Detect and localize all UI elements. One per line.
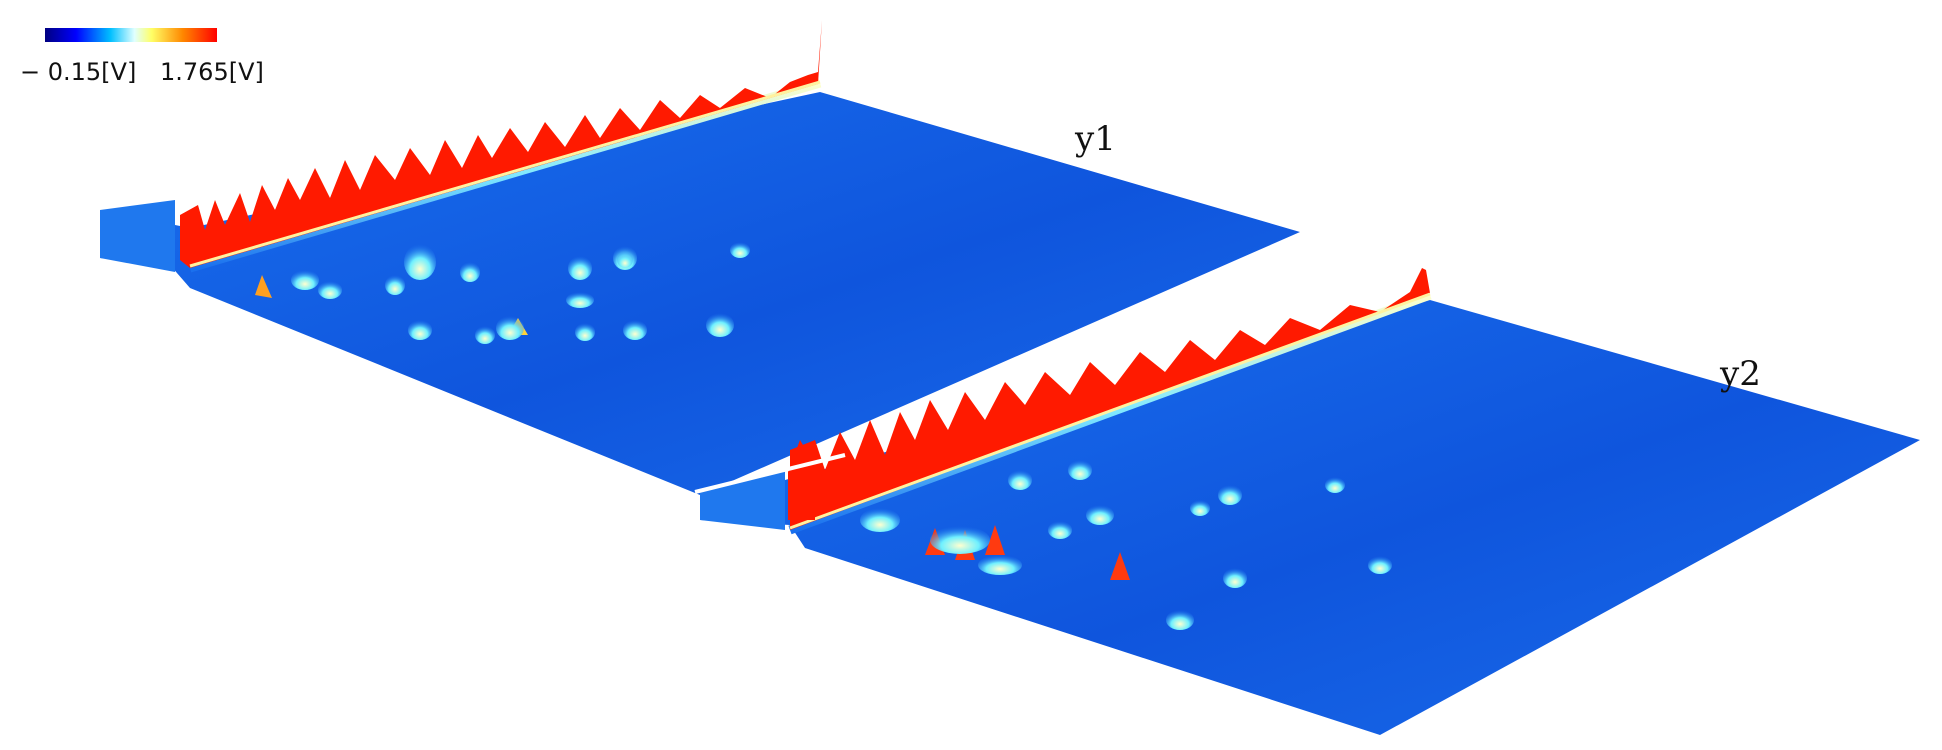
- y2-peak: [1068, 460, 1092, 480]
- y1-peak: [706, 313, 734, 337]
- surface-y1-front-strip: [100, 200, 175, 272]
- colorbar: − 0.15[V] 1.765[V]: [20, 28, 264, 86]
- y1-peak: [617, 252, 633, 268]
- y1-peak: [730, 242, 750, 258]
- y1-peak: [291, 270, 319, 290]
- y1-peak: [623, 320, 647, 340]
- y1-peak: [568, 256, 592, 280]
- surface-panel-y2: [694, 268, 1920, 735]
- panel-label-y1: y1: [1074, 119, 1116, 159]
- y2-peak: [978, 555, 1022, 575]
- surface-y2-front-strip: [700, 470, 785, 530]
- y1-peak: [496, 316, 524, 340]
- y2-peak: [1218, 485, 1242, 505]
- surface-y2-peaks: [860, 460, 1392, 630]
- y2-peak: [1008, 470, 1032, 490]
- y2-peak: [1325, 477, 1345, 493]
- y2-peak: [930, 526, 990, 554]
- surface-y2-base-plane: [700, 300, 1920, 735]
- surface-y1-ridge: [180, 20, 822, 268]
- y2-peak-tip: [1110, 552, 1130, 580]
- y1-peak: [318, 281, 342, 299]
- panel-label-y2: y2: [1719, 354, 1761, 394]
- y1-peak: [575, 323, 595, 341]
- surface-y2-edge-spike: [788, 440, 815, 520]
- surface-y1-ridge-base-line: [189, 80, 821, 268]
- y2-peak: [1190, 500, 1210, 516]
- y2-peak: [1166, 610, 1194, 630]
- y2-peak: [1368, 556, 1392, 574]
- colorbar-min-label: − 0.15[V]: [20, 58, 136, 86]
- colorbar-gradient: [45, 28, 217, 42]
- y1-peak-tip: [255, 275, 272, 298]
- surface-y2-ridge: [790, 268, 1430, 530]
- y2-peak-tip: [985, 525, 1005, 555]
- y1-peak: [475, 326, 495, 344]
- surface-y1-peaks: [255, 242, 750, 344]
- y2-peak: [1223, 568, 1247, 588]
- y2-peak: [1048, 521, 1072, 539]
- y1-peak: [385, 275, 405, 295]
- y2-peak: [860, 508, 900, 532]
- y2-peak: [1086, 505, 1114, 525]
- y1-peak: [460, 262, 480, 282]
- colorbar-max-label: 1.765[V]: [160, 58, 264, 86]
- y1-peak: [408, 320, 432, 340]
- y1-peak: [566, 292, 594, 308]
- surface-panel-y1: [100, 20, 1300, 495]
- y1-peak: [404, 244, 436, 280]
- panel-separator-line: [694, 453, 846, 494]
- surface-y2-ridge-base-line: [789, 292, 1431, 530]
